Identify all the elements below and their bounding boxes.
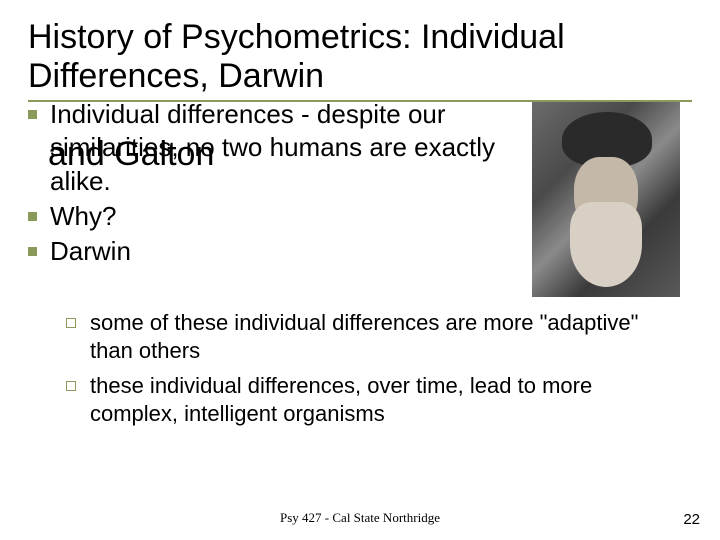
image-column xyxy=(532,98,692,297)
slide-title: History of Psychometrics: Individual Dif… xyxy=(28,18,692,96)
bullet-item: Why? xyxy=(50,200,532,233)
main-bullet-list: Individual differences - despite our sim… xyxy=(28,98,532,268)
bullet-item: Darwin xyxy=(50,235,532,268)
sub-bullet-item: some of these individual differences are… xyxy=(90,309,692,365)
sub-bullet-list: some of these individual differences are… xyxy=(28,309,692,428)
sub-bullet-item: these individual differences, over time,… xyxy=(90,372,692,428)
slide: History of Psychometrics: Individual Dif… xyxy=(0,0,720,540)
text-column: Individual differences - despite our sim… xyxy=(28,98,532,297)
title-block: History of Psychometrics: Individual Dif… xyxy=(28,18,692,102)
content-row: Individual differences - despite our sim… xyxy=(28,98,692,297)
page-number: 22 xyxy=(683,511,700,528)
footer-text: Psy 427 - Cal State Northridge xyxy=(0,510,720,526)
darwin-portrait xyxy=(532,102,680,297)
portrait-beard-shape xyxy=(570,202,642,287)
bullet-item: Individual differences - despite our sim… xyxy=(50,98,532,198)
